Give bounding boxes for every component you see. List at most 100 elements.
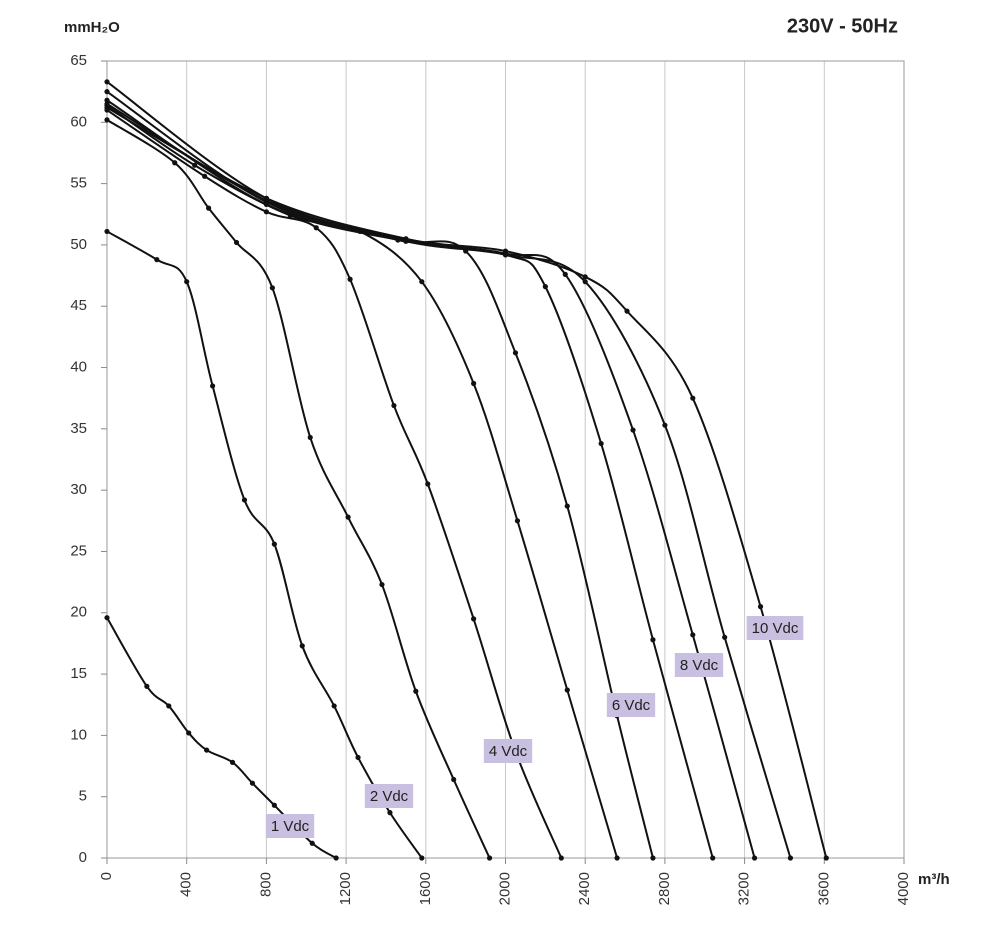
point [558, 855, 564, 861]
x-tick-label: 4000 [895, 872, 912, 905]
point [347, 276, 353, 282]
point [690, 632, 696, 638]
y-tick-label: 25 [70, 542, 87, 559]
point [355, 754, 361, 761]
curve-label: 4 Vdc [483, 739, 533, 763]
y-tick-label: 65 [70, 52, 87, 69]
point [313, 225, 319, 231]
point [582, 279, 588, 285]
point [564, 687, 570, 693]
point [104, 89, 110, 95]
x-tick-label: 400 [178, 872, 195, 897]
x-tick-label: 2000 [496, 872, 513, 905]
point [690, 395, 696, 401]
point [598, 440, 604, 447]
x-tick-label: 1200 [337, 872, 354, 905]
curve [106, 106, 756, 859]
point [172, 160, 178, 166]
label-text: 8 Vdc [680, 657, 719, 674]
curve-label: 1 Vdc [265, 814, 315, 838]
curve [106, 119, 491, 859]
point [502, 252, 509, 258]
point [471, 616, 477, 622]
y-tick-label: 40 [70, 359, 87, 376]
curve [106, 99, 654, 859]
point [650, 637, 656, 643]
point [307, 434, 313, 441]
point [184, 279, 190, 285]
point [186, 730, 192, 736]
point [104, 101, 110, 107]
point [202, 173, 208, 179]
label-box [606, 693, 656, 717]
y-tick-label: 30 [70, 481, 87, 498]
point [263, 195, 269, 201]
curve [106, 109, 563, 859]
point [751, 855, 758, 861]
point [514, 518, 521, 524]
y-tick-label: 55 [70, 175, 87, 192]
point [451, 776, 457, 783]
point [562, 271, 568, 277]
point [823, 855, 829, 861]
point [166, 703, 172, 709]
x-axis-label: m³/h [918, 871, 950, 888]
point [722, 634, 728, 640]
point [542, 284, 548, 290]
point [206, 205, 212, 211]
point [662, 422, 668, 428]
label-text: 4 Vdc [489, 743, 528, 760]
x-tick-label: 2400 [576, 872, 593, 905]
point [269, 285, 275, 291]
point [271, 802, 277, 808]
point [630, 427, 636, 433]
x-tick-label: 1600 [417, 872, 434, 905]
point [241, 497, 248, 503]
point [144, 683, 150, 689]
point [331, 703, 337, 709]
point [391, 402, 397, 409]
point [154, 257, 160, 263]
point [309, 840, 315, 846]
curve-label: 8 Vdc [674, 653, 724, 677]
y-tick-label: 60 [70, 113, 87, 130]
curve [106, 103, 714, 859]
x-tick-label: 2800 [656, 872, 673, 905]
point [787, 855, 794, 861]
point [471, 380, 477, 387]
point [204, 747, 210, 753]
point [104, 228, 110, 235]
point [104, 97, 110, 103]
y-axis-label: mmH₂O [64, 19, 120, 36]
point [379, 581, 385, 588]
chart-title: 230V - 50Hz [787, 15, 898, 37]
point [419, 855, 425, 861]
point [425, 481, 431, 487]
point [104, 79, 110, 85]
point [387, 810, 393, 816]
point [263, 209, 269, 215]
label-box [483, 739, 533, 763]
point [333, 855, 339, 861]
y-tick-label: 45 [70, 297, 87, 314]
label-box [364, 784, 414, 808]
point [345, 514, 351, 520]
point [104, 615, 110, 621]
y-tick-label: 0 [79, 849, 87, 866]
point [564, 503, 570, 509]
point [413, 688, 419, 694]
point [299, 643, 305, 649]
point [249, 780, 256, 786]
curve-label: 6 Vdc [606, 693, 656, 717]
label-text: 2 Vdc [370, 788, 409, 805]
label-box [674, 653, 724, 677]
point [419, 279, 425, 285]
y-tick-label: 10 [70, 726, 87, 743]
curve [106, 81, 828, 859]
point [104, 117, 110, 123]
point [104, 104, 110, 111]
point [614, 855, 620, 861]
point [271, 541, 277, 547]
point [512, 350, 519, 356]
